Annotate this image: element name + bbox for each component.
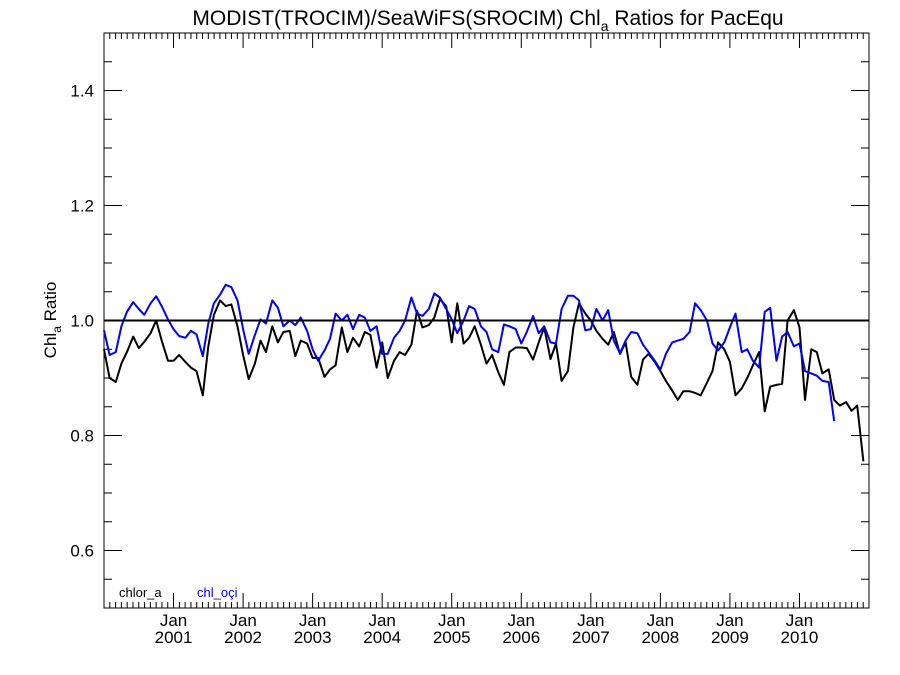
x-tick-label-year: 2002 xyxy=(224,628,262,647)
y-tick-label: 0.8 xyxy=(70,427,94,446)
x-tick-label-year: 2009 xyxy=(711,628,749,647)
series-line-chl_oçi xyxy=(103,283,836,422)
x-tick-label-year: 2006 xyxy=(502,628,540,647)
x-tick-label-month: Jan xyxy=(160,611,187,630)
y-axis-label: Chla Ratio xyxy=(41,282,64,359)
x-tick-label-month: Jan xyxy=(299,611,326,630)
legend-item-chlor_a: chlor_a xyxy=(119,585,162,600)
y-axis-label-subscript: a xyxy=(50,326,64,333)
x-axis: Jan2001Jan2002Jan2003Jan2004Jan2005Jan20… xyxy=(109,33,864,647)
x-tick-label-year: 2008 xyxy=(641,628,679,647)
series-line-chlor_a xyxy=(103,298,865,462)
x-tick-label-month: Jan xyxy=(716,611,743,630)
chart-title-subscript: a xyxy=(601,18,609,34)
y-tick-label: 1.4 xyxy=(70,82,94,101)
x-tick-label-year: 2004 xyxy=(363,628,401,647)
x-tick-label-year: 2005 xyxy=(433,628,471,647)
x-tick-label-month: Jan xyxy=(508,611,535,630)
chart-title-prefix: MODIST(TROCIM)/SeaWiFS(SROCIM) Chl xyxy=(192,7,600,30)
x-tick-label-month: Jan xyxy=(368,611,395,630)
x-tick-label-month: Jan xyxy=(647,611,674,630)
legend: chlor_a chl_oçi xyxy=(119,585,238,600)
x-tick-label-year: 2010 xyxy=(781,628,819,647)
x-tick-label-month: Jan xyxy=(786,611,813,630)
legend-item-chl_oçi: chl_oçi xyxy=(197,585,238,600)
chart-title: MODIST(TROCIM)/SeaWiFS(SROCIM) Chla Rati… xyxy=(192,7,783,34)
x-tick-label-month: Jan xyxy=(577,611,604,630)
x-tick-label-month: Jan xyxy=(438,611,465,630)
y-axis-label-prefix: Chl xyxy=(41,333,60,359)
y-tick-label: 0.6 xyxy=(70,542,94,561)
x-tick-label-year: 2001 xyxy=(155,628,193,647)
series-layer xyxy=(103,283,865,462)
x-tick-label-month: Jan xyxy=(229,611,256,630)
chart-title-suffix: Ratios for PacEqu xyxy=(609,7,784,30)
y-axis-label-suffix: Ratio xyxy=(41,282,60,326)
y-tick-label: 1.0 xyxy=(70,312,94,331)
x-tick-label-year: 2003 xyxy=(294,628,332,647)
x-tick-label-year: 2007 xyxy=(572,628,610,647)
y-tick-label: 1.2 xyxy=(70,197,94,216)
